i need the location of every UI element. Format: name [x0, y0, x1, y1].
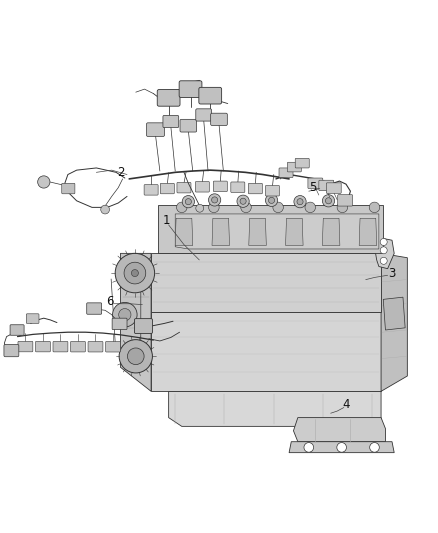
Polygon shape: [212, 219, 230, 246]
Circle shape: [268, 197, 275, 204]
Polygon shape: [120, 253, 151, 391]
Circle shape: [237, 195, 249, 207]
Text: 5: 5: [310, 181, 317, 194]
Circle shape: [208, 202, 219, 213]
Polygon shape: [169, 391, 381, 426]
Text: 4: 4: [342, 398, 350, 411]
Text: 3: 3: [389, 266, 396, 280]
FancyBboxPatch shape: [265, 185, 279, 196]
Circle shape: [273, 202, 283, 213]
Text: 2: 2: [117, 166, 124, 179]
Text: 6: 6: [106, 295, 113, 308]
FancyBboxPatch shape: [279, 168, 293, 177]
Polygon shape: [289, 442, 394, 453]
Polygon shape: [249, 219, 266, 246]
FancyBboxPatch shape: [26, 314, 39, 324]
Circle shape: [38, 176, 50, 188]
Circle shape: [124, 262, 146, 284]
FancyBboxPatch shape: [144, 184, 158, 195]
Circle shape: [185, 199, 191, 205]
FancyBboxPatch shape: [338, 195, 353, 206]
FancyBboxPatch shape: [319, 180, 334, 191]
Circle shape: [212, 197, 218, 203]
Polygon shape: [175, 219, 193, 246]
FancyBboxPatch shape: [213, 181, 227, 191]
Circle shape: [325, 198, 332, 204]
Circle shape: [182, 196, 194, 208]
Polygon shape: [293, 418, 385, 442]
Circle shape: [380, 238, 387, 246]
Circle shape: [119, 309, 131, 321]
FancyBboxPatch shape: [4, 344, 19, 357]
Circle shape: [177, 202, 187, 213]
FancyBboxPatch shape: [10, 325, 24, 335]
FancyBboxPatch shape: [62, 183, 75, 194]
Circle shape: [370, 442, 379, 452]
FancyBboxPatch shape: [199, 87, 222, 104]
FancyBboxPatch shape: [53, 342, 68, 352]
Circle shape: [380, 247, 387, 254]
Text: 1: 1: [162, 214, 170, 227]
Polygon shape: [383, 297, 405, 330]
Circle shape: [208, 194, 221, 206]
FancyBboxPatch shape: [157, 90, 180, 106]
FancyBboxPatch shape: [18, 341, 33, 352]
FancyBboxPatch shape: [248, 183, 262, 194]
Circle shape: [131, 270, 138, 277]
Circle shape: [305, 202, 315, 213]
FancyBboxPatch shape: [177, 182, 191, 193]
FancyBboxPatch shape: [87, 303, 102, 314]
Polygon shape: [322, 219, 340, 246]
FancyBboxPatch shape: [180, 119, 197, 132]
FancyBboxPatch shape: [146, 123, 164, 136]
FancyBboxPatch shape: [160, 183, 174, 194]
FancyBboxPatch shape: [112, 318, 127, 329]
Polygon shape: [175, 214, 379, 249]
Circle shape: [127, 348, 144, 365]
FancyBboxPatch shape: [287, 162, 301, 172]
Circle shape: [113, 302, 137, 327]
Circle shape: [304, 442, 314, 452]
Circle shape: [294, 196, 306, 208]
FancyBboxPatch shape: [308, 178, 323, 189]
Polygon shape: [151, 312, 381, 391]
Circle shape: [297, 199, 303, 205]
Circle shape: [265, 194, 278, 206]
FancyBboxPatch shape: [163, 115, 179, 128]
Polygon shape: [374, 238, 394, 269]
FancyBboxPatch shape: [35, 341, 50, 352]
Circle shape: [380, 257, 387, 264]
Polygon shape: [151, 253, 381, 312]
Polygon shape: [381, 253, 407, 391]
FancyBboxPatch shape: [179, 81, 202, 98]
Circle shape: [322, 195, 335, 207]
FancyBboxPatch shape: [88, 342, 103, 352]
Polygon shape: [286, 219, 303, 246]
Polygon shape: [158, 205, 383, 253]
Circle shape: [101, 205, 110, 214]
Circle shape: [119, 340, 152, 373]
Circle shape: [196, 204, 204, 212]
Circle shape: [337, 202, 348, 213]
FancyBboxPatch shape: [211, 113, 227, 125]
FancyBboxPatch shape: [106, 342, 120, 352]
Circle shape: [337, 442, 346, 452]
Circle shape: [241, 202, 251, 213]
Circle shape: [369, 202, 380, 213]
Polygon shape: [359, 219, 377, 246]
FancyBboxPatch shape: [71, 342, 85, 352]
FancyBboxPatch shape: [295, 158, 309, 168]
FancyBboxPatch shape: [134, 319, 152, 334]
Circle shape: [115, 253, 155, 293]
FancyBboxPatch shape: [195, 182, 209, 192]
Circle shape: [240, 198, 246, 204]
FancyBboxPatch shape: [231, 182, 245, 192]
FancyBboxPatch shape: [326, 183, 341, 193]
FancyBboxPatch shape: [196, 109, 212, 121]
